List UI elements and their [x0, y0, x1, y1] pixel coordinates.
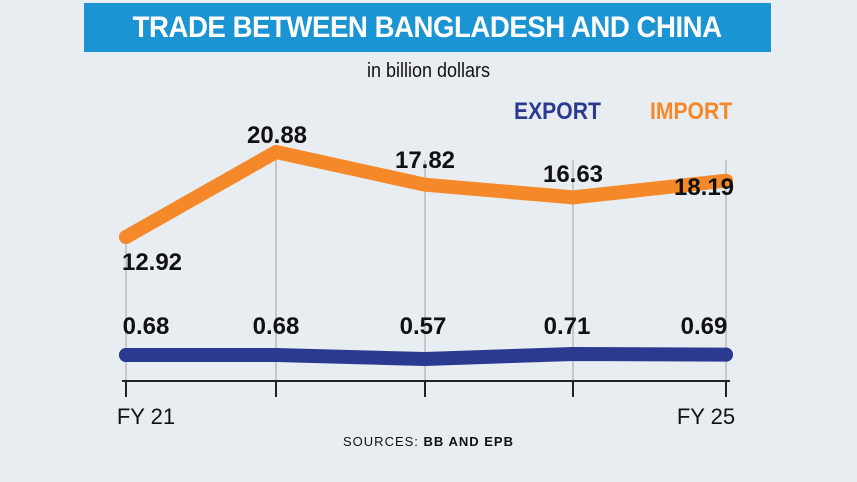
- legend-import: IMPORT: [650, 98, 733, 125]
- export-point: [418, 352, 432, 366]
- chart-subtitle: in billion dollars: [366, 60, 491, 82]
- export-point: [566, 346, 580, 361]
- export-data-label: 0.57: [400, 313, 447, 340]
- import-point: [418, 177, 432, 192]
- export-data-label: 0.69: [681, 313, 728, 340]
- sources-prefix: SOURCES:: [343, 434, 419, 449]
- sources-names: BB AND EPB: [423, 434, 514, 449]
- sources-note: SOURCES: BB AND EPB: [0, 434, 857, 449]
- import-data-label: 20.88: [247, 122, 307, 149]
- x-tick-label: FY 25: [677, 404, 735, 429]
- import-point: [269, 145, 283, 159]
- export-data-label: 0.71: [544, 313, 591, 340]
- x-tick-label: FY 21: [117, 404, 175, 429]
- import-point: [119, 230, 133, 244]
- import-data-label: 12.92: [122, 249, 182, 276]
- export-data-label: 0.68: [123, 313, 170, 340]
- export-point: [719, 347, 733, 362]
- import-data-label: 17.82: [395, 147, 455, 174]
- import-data-label: 18.19: [674, 174, 734, 201]
- import-point: [719, 173, 733, 188]
- import-point: [566, 190, 580, 205]
- legend-export: EXPORT: [514, 98, 601, 125]
- export-point: [119, 348, 133, 363]
- import-data-label: 16.63: [543, 161, 603, 188]
- export-data-label: 0.68: [253, 313, 300, 340]
- export-point: [269, 348, 283, 363]
- title-bar: TRADE BETWEEN BANGLADESH AND CHINA: [84, 3, 771, 52]
- chart-title: TRADE BETWEEN BANGLADESH AND CHINA: [132, 10, 723, 44]
